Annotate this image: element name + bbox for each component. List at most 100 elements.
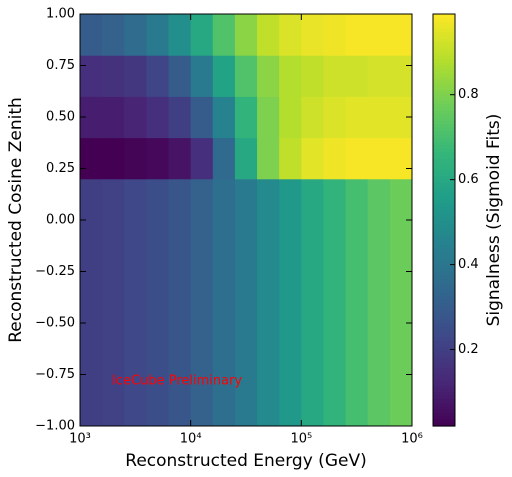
colorbar-step: [433, 247, 455, 252]
heatmap-cell: [257, 96, 280, 139]
x-tick-label: 10⁴: [180, 432, 202, 447]
colorbar-step: [433, 79, 455, 84]
heatmap-cell: [345, 55, 369, 97]
colorbar-step: [433, 264, 455, 269]
heatmap-cell: [323, 55, 347, 97]
colorbar-step: [433, 24, 455, 29]
heatmap-cell: [102, 137, 125, 180]
colorbar-step: [433, 309, 455, 314]
colorbar-tick-label: 0.8: [458, 87, 479, 102]
colorbar-step: [433, 388, 455, 393]
x-tick-label: 10⁶: [401, 432, 423, 447]
heatmap-cell: [146, 178, 170, 427]
heatmap-cell: [146, 96, 170, 139]
colorbar-step: [433, 333, 455, 338]
y-tick-label: −0.25: [35, 264, 75, 279]
colorbar-step: [433, 340, 455, 345]
colorbar-step: [433, 250, 455, 255]
colorbar-step: [433, 415, 455, 420]
colorbar-step: [433, 405, 455, 410]
colorbar-step: [433, 41, 455, 46]
y-tick-label: 0.50: [46, 110, 75, 125]
heatmap-cell: [190, 137, 214, 180]
y-tick-label: −0.75: [35, 367, 75, 382]
heatmap-cell: [212, 137, 236, 180]
heatmap-cell: [279, 137, 302, 180]
colorbar-step: [433, 360, 455, 365]
colorbar-step: [433, 216, 455, 221]
heatmap-cell: [80, 96, 103, 139]
colorbar-step: [433, 419, 455, 424]
heatmap-cell: [124, 14, 147, 56]
heatmap-cell: [124, 96, 147, 139]
colorbar-step: [433, 319, 455, 324]
colorbar-step: [433, 154, 455, 159]
heatmap-cell: [345, 137, 369, 180]
colorbar-step: [433, 257, 455, 262]
colorbar-step: [433, 261, 455, 266]
colorbar-tick-label: 0.2: [458, 342, 479, 357]
colorbar-step: [433, 377, 455, 382]
colorbar-step: [433, 226, 455, 231]
colorbar-step: [433, 254, 455, 259]
colorbar-step: [433, 34, 455, 39]
colorbar-step: [433, 44, 455, 49]
heatmap-cell: [301, 14, 324, 56]
colorbar-step: [433, 195, 455, 200]
colorbar-step: [433, 103, 455, 108]
heatmap-cell: [389, 14, 413, 56]
colorbar-step: [433, 130, 455, 135]
colorbar-step: [433, 82, 455, 87]
colorbar-step: [433, 144, 455, 149]
heatmap-cell: [168, 178, 192, 427]
y-tick-label: 1.00: [46, 7, 75, 22]
heatmap-cell: [234, 55, 258, 97]
colorbar-step: [433, 189, 455, 194]
heatmap-cell: [389, 178, 413, 427]
colorbar-step: [433, 268, 455, 273]
colorbar-step: [433, 17, 455, 22]
heatmap-cell: [367, 55, 391, 97]
heatmap-cell: [323, 137, 347, 180]
colorbar-step: [433, 220, 455, 225]
colorbar-step: [433, 312, 455, 317]
colorbar-step: [433, 374, 455, 379]
colorbar-step: [433, 120, 455, 125]
heatmap-cell: [190, 14, 214, 56]
colorbar-step: [433, 384, 455, 389]
y-tick-label: 0.75: [46, 58, 75, 73]
heatmap-cell: [279, 96, 302, 139]
colorbar-step: [433, 75, 455, 80]
colorbar-step: [433, 381, 455, 386]
colorbar-tick-label: 0.6: [458, 172, 479, 187]
colorbar-step: [433, 209, 455, 214]
colorbar-step: [433, 117, 455, 122]
colorbar-step: [433, 336, 455, 341]
heatmap-cell: [168, 14, 192, 56]
colorbar-step: [433, 110, 455, 115]
heatmap-cell: [301, 55, 324, 97]
colorbar-step: [433, 367, 455, 372]
colorbar-step: [433, 302, 455, 307]
heatmap-cell: [279, 178, 302, 427]
heatmap-cell: [323, 178, 347, 427]
colorbar-step: [433, 244, 455, 249]
colorbar-step: [433, 357, 455, 362]
colorbar-step: [433, 27, 455, 32]
heatmap-cell: [146, 55, 170, 97]
colorbar-label: Signalness (Sigmoid Fits): [484, 114, 504, 327]
heatmap-cell: [102, 55, 125, 97]
heatmap-cell: [168, 96, 192, 139]
colorbar-step: [433, 89, 455, 94]
colorbar-step: [433, 31, 455, 36]
heatmap-cell: [367, 96, 391, 139]
colorbar-step: [433, 38, 455, 43]
colorbar-step: [433, 353, 455, 358]
colorbar-step: [433, 175, 455, 180]
heatmap-cell: [301, 96, 324, 139]
heatmap-cell: [257, 137, 280, 180]
colorbar-step: [433, 391, 455, 396]
colorbar-step: [433, 274, 455, 279]
colorbar-step: [433, 288, 455, 293]
heatmap-cell: [279, 14, 302, 56]
